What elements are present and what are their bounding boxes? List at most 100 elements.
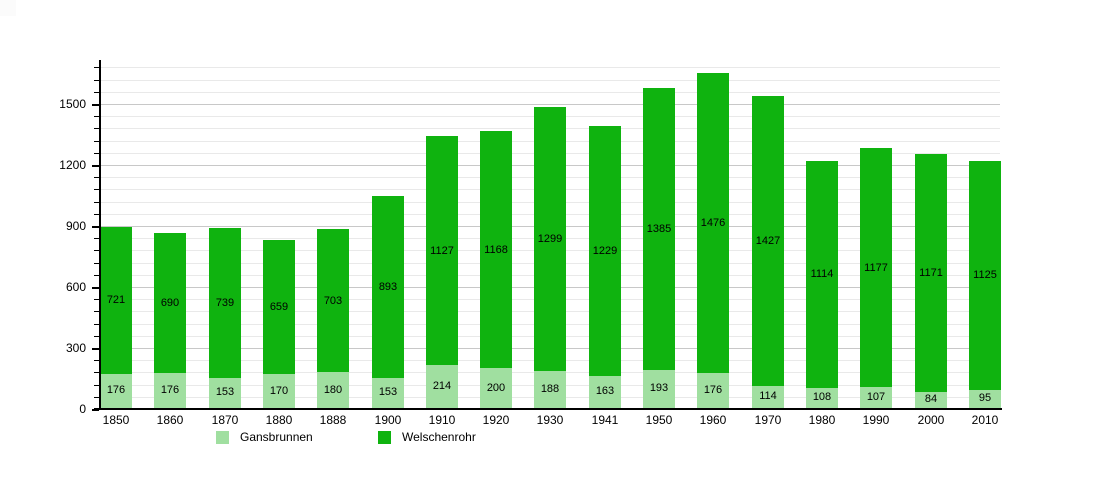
- x-axis-label-1900: 1900: [374, 413, 402, 427]
- value-label-welschenrohr-1941: 1229: [592, 245, 618, 257]
- y-axis-label-600: 600: [65, 280, 86, 294]
- value-label-welschenrohr-1870: 739: [215, 297, 235, 309]
- segment-welschenrohr-1860: [154, 233, 186, 373]
- y-major-tick: [92, 226, 99, 228]
- x-axis-label-1980: 1980: [808, 413, 836, 427]
- y-minor-tick: [94, 202, 99, 203]
- y-minor-tick: [94, 324, 99, 325]
- x-axis-label-1920: 1920: [482, 413, 510, 427]
- value-label-gansbrunnen-1900: 153: [378, 386, 398, 398]
- y-minor-tick: [94, 116, 99, 117]
- segment-gansbrunnen-1980: [806, 387, 838, 409]
- y-axis-label-1200: 1200: [59, 158, 86, 172]
- x-axis-label-1950: 1950: [645, 413, 673, 427]
- value-label-gansbrunnen-1941: 163: [595, 385, 615, 397]
- value-label-welschenrohr-1970: 1427: [755, 235, 781, 247]
- x-axis-label-1990: 1990: [862, 413, 890, 427]
- y-minor-tick: [94, 189, 99, 190]
- value-label-welschenrohr-1910: 1127: [430, 245, 454, 257]
- value-label-welschenrohr-2000: 1171: [919, 267, 943, 279]
- segment-welschenrohr-1970: [752, 96, 784, 386]
- y-minor-tick: [94, 372, 99, 373]
- major-gridline: [100, 104, 1000, 105]
- segment-welschenrohr-1960: [697, 73, 729, 373]
- value-label-welschenrohr-1960: 1476: [700, 217, 726, 229]
- value-label-gansbrunnen-1888: 180: [323, 384, 343, 396]
- value-label-welschenrohr-1888: 703: [323, 295, 343, 307]
- segment-gansbrunnen-1990: [860, 387, 892, 409]
- y-minor-tick: [94, 275, 99, 276]
- value-label-welschenrohr-1850: 721: [106, 294, 126, 306]
- segment-welschenrohr-1930: [534, 107, 566, 371]
- corner-artifact: [0, 0, 16, 16]
- segment-gansbrunnen-1860: [154, 373, 186, 409]
- x-axis-label-1850: 1850: [102, 413, 130, 427]
- value-label-gansbrunnen-2000: 84: [924, 393, 938, 405]
- value-label-gansbrunnen-1860: 176: [160, 384, 180, 396]
- value-label-gansbrunnen-1980: 108: [812, 391, 832, 403]
- segment-welschenrohr-1870: [209, 228, 241, 378]
- y-major-tick: [92, 348, 99, 350]
- segment-gansbrunnen-1960: [697, 373, 729, 409]
- y-minor-tick: [94, 263, 99, 264]
- y-axis-label-1500: 1500: [59, 97, 86, 111]
- segment-welschenrohr-2000: [915, 154, 947, 392]
- segment-welschenrohr-1910: [426, 136, 458, 365]
- y-axis-line: [99, 60, 101, 410]
- y-minor-tick: [94, 214, 99, 215]
- y-axis-label-0: 0: [79, 402, 86, 416]
- value-label-welschenrohr-1980: 1114: [810, 268, 834, 280]
- x-axis-label-1930: 1930: [536, 413, 564, 427]
- legend-label-gansbrunnen: Gansbrunnen: [240, 430, 313, 444]
- y-minor-tick: [94, 67, 99, 68]
- y-minor-tick: [94, 397, 99, 398]
- value-label-gansbrunnen-1960: 176: [703, 384, 723, 396]
- y-major-tick: [92, 287, 99, 289]
- legend-swatch-gansbrunnen: [216, 430, 229, 444]
- y-minor-tick: [94, 153, 99, 154]
- y-major-tick: [92, 104, 99, 106]
- value-label-welschenrohr-1930: 1299: [537, 233, 563, 245]
- segment-gansbrunnen-1910: [426, 365, 458, 409]
- y-minor-tick: [94, 311, 99, 312]
- x-axis-line: [94, 408, 1002, 410]
- legend-item-gansbrunnen: Gansbrunnen: [216, 430, 313, 444]
- segment-welschenrohr-2010: [969, 161, 1001, 390]
- y-minor-tick: [94, 336, 99, 337]
- segment-gansbrunnen-1900: [372, 378, 404, 409]
- value-label-gansbrunnen-1930: 188: [540, 383, 560, 395]
- y-minor-tick: [94, 80, 99, 81]
- y-minor-tick: [94, 177, 99, 178]
- value-label-welschenrohr-2010: 1125: [973, 269, 997, 281]
- y-minor-tick: [94, 238, 99, 239]
- y-major-tick: [92, 165, 99, 167]
- segment-gansbrunnen-2010: [969, 390, 1001, 409]
- segment-gansbrunnen-1950: [643, 370, 675, 409]
- minor-gridline: [100, 92, 1000, 93]
- value-label-welschenrohr-1880: 659: [269, 301, 289, 313]
- value-label-gansbrunnen-1950: 193: [649, 382, 669, 394]
- value-label-gansbrunnen-1970: 114: [759, 390, 777, 402]
- segment-welschenrohr-1920: [480, 131, 512, 368]
- segment-welschenrohr-1980: [806, 161, 838, 388]
- segment-gansbrunnen-1920: [480, 368, 512, 409]
- x-axis-label-1910: 1910: [428, 413, 456, 427]
- minor-gridline: [100, 67, 1000, 68]
- value-label-welschenrohr-1920: 1168: [484, 244, 508, 256]
- minor-gridline: [100, 80, 1000, 81]
- y-minor-tick: [94, 141, 99, 142]
- y-minor-tick: [94, 128, 99, 129]
- x-axis-label-2010: 2010: [971, 413, 999, 427]
- x-axis-label-1941: 1941: [591, 413, 619, 427]
- y-minor-tick: [94, 250, 99, 251]
- x-axis-label-1870: 1870: [211, 413, 239, 427]
- segment-gansbrunnen-1941: [589, 376, 621, 409]
- y-axis-label-900: 900: [65, 219, 86, 233]
- x-axis-label-1880: 1880: [265, 413, 293, 427]
- segment-welschenrohr-1950: [643, 88, 675, 370]
- segment-gansbrunnen-2000: [915, 392, 947, 409]
- x-axis-label-2000: 2000: [917, 413, 945, 427]
- value-label-welschenrohr-1900: 893: [378, 281, 398, 293]
- value-label-gansbrunnen-1990: 107: [866, 391, 886, 403]
